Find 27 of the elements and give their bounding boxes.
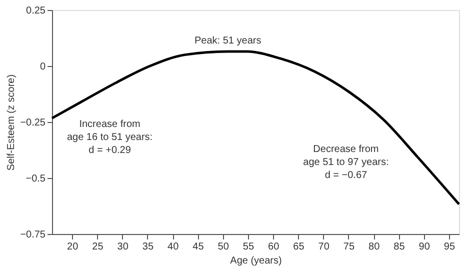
- x-tick-label: 85: [394, 242, 406, 252]
- x-tick-label: 95: [444, 242, 456, 252]
- x-axis-title: Age (years): [230, 256, 282, 266]
- annotation: Peak: 51 years: [194, 35, 262, 46]
- x-tick-label: 65: [293, 242, 305, 252]
- x-tick-label: 25: [92, 242, 104, 252]
- x-tick-label: 60: [268, 242, 280, 252]
- x-tick-label: 45: [192, 242, 204, 252]
- x-tick-label: 40: [168, 242, 180, 252]
- y-tick-label: −0.25: [20, 118, 46, 128]
- x-tick-label: 80: [368, 242, 380, 252]
- x-tick-label: 70: [318, 242, 330, 252]
- line-series: [50, 50, 460, 206]
- annotation: Increase from age 16 to 51 years: d = +0.29: [66, 119, 153, 156]
- x-tick-label: 30: [117, 242, 129, 252]
- y-tick-label: −0.75: [20, 230, 46, 240]
- x-tick-label: 50: [218, 242, 230, 252]
- y-tick-label: 0: [40, 62, 46, 72]
- y-tick-label: −0.5: [26, 174, 46, 184]
- x-tick-label: 90: [418, 242, 430, 252]
- x-tick-label: 55: [242, 242, 254, 252]
- y-axis-title: Self-Esteem (z score): [6, 74, 18, 171]
- x-tick-label: 35: [142, 242, 154, 252]
- x-tick-label: 75: [343, 242, 355, 252]
- x-tick-label: 20: [67, 242, 79, 252]
- y-tick-label: 0.25: [26, 6, 46, 16]
- annotation: Decrease from age 51 to 97 years: d = −0.67: [303, 144, 389, 181]
